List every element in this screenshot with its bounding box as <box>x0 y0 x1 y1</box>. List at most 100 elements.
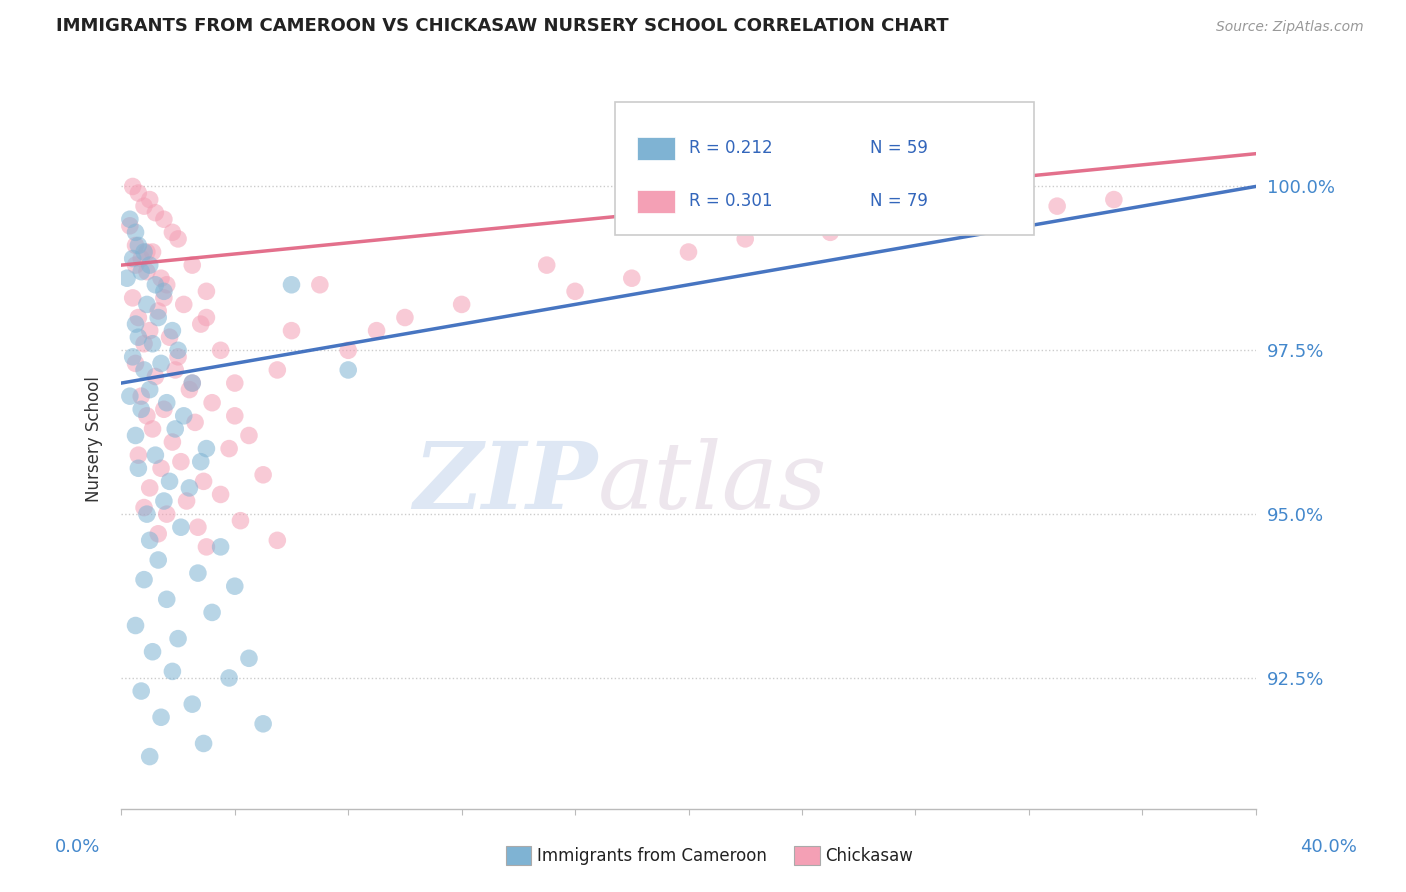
Text: Immigrants from Cameroon: Immigrants from Cameroon <box>537 847 766 865</box>
Point <box>124 225 146 239</box>
Point <box>238 428 260 442</box>
Point <box>181 697 204 711</box>
Point <box>165 363 187 377</box>
Point <box>153 212 176 227</box>
Point <box>132 199 155 213</box>
Text: ZIP: ZIP <box>413 438 598 528</box>
Point <box>218 671 240 685</box>
Point <box>150 356 173 370</box>
Point <box>148 304 170 318</box>
Point <box>170 520 193 534</box>
Text: IMMIGRANTS FROM CAMEROON VS CHICKASAW NURSERY SCHOOL CORRELATION CHART: IMMIGRANTS FROM CAMEROON VS CHICKASAW NU… <box>56 17 949 35</box>
Point <box>620 271 643 285</box>
Point <box>127 238 149 252</box>
Point <box>162 665 184 679</box>
Point <box>195 540 218 554</box>
Point <box>184 416 207 430</box>
Point <box>224 579 246 593</box>
Point <box>162 435 184 450</box>
Point <box>153 291 176 305</box>
FancyBboxPatch shape <box>614 102 1035 235</box>
Point <box>135 265 157 279</box>
Point <box>209 343 232 358</box>
Point <box>162 225 184 239</box>
Point <box>124 618 146 632</box>
Point <box>156 395 179 409</box>
Point <box>129 389 152 403</box>
Point <box>135 507 157 521</box>
Point <box>141 336 163 351</box>
Point <box>176 494 198 508</box>
Point <box>167 632 190 646</box>
Point <box>132 363 155 377</box>
Point <box>153 494 176 508</box>
Point <box>209 487 232 501</box>
Point <box>138 481 160 495</box>
Point <box>124 238 146 252</box>
Text: N = 59: N = 59 <box>870 139 928 158</box>
Point <box>195 442 218 456</box>
Point <box>129 252 152 266</box>
Point <box>159 475 181 489</box>
Bar <box>637 137 675 160</box>
Text: 0.0%: 0.0% <box>55 838 100 855</box>
Text: Chickasaw: Chickasaw <box>825 847 914 865</box>
Point <box>150 710 173 724</box>
Point <box>1046 199 1069 213</box>
Point <box>124 258 146 272</box>
Point <box>135 245 157 260</box>
Point <box>138 749 160 764</box>
Point <box>238 651 260 665</box>
Point <box>159 330 181 344</box>
Point <box>190 455 212 469</box>
Y-axis label: Nursery School: Nursery School <box>86 376 103 501</box>
Text: Source: ZipAtlas.com: Source: ZipAtlas.com <box>1216 21 1364 34</box>
Point <box>337 343 360 358</box>
Point <box>138 258 160 272</box>
Point <box>138 193 160 207</box>
Point <box>153 285 176 299</box>
Point <box>121 252 143 266</box>
Point <box>181 376 204 390</box>
Point <box>181 376 204 390</box>
Point <box>193 736 215 750</box>
Point <box>167 232 190 246</box>
Point <box>190 317 212 331</box>
Point <box>337 363 360 377</box>
Point <box>1102 193 1125 207</box>
Point <box>170 455 193 469</box>
Point <box>820 225 842 239</box>
Point <box>187 566 209 580</box>
Point <box>124 428 146 442</box>
Point <box>127 330 149 344</box>
Point <box>394 310 416 325</box>
Text: R = 0.212: R = 0.212 <box>689 139 772 158</box>
Bar <box>637 190 675 213</box>
Point <box>195 310 218 325</box>
Point <box>173 297 195 311</box>
Point <box>150 461 173 475</box>
Point <box>124 317 146 331</box>
Point <box>145 369 167 384</box>
Point <box>450 297 472 311</box>
Point <box>195 285 218 299</box>
Point <box>132 573 155 587</box>
Point <box>678 245 700 260</box>
Text: 40.0%: 40.0% <box>1301 838 1357 855</box>
Point <box>224 376 246 390</box>
Text: atlas: atlas <box>598 438 827 528</box>
Point <box>960 212 983 227</box>
Point <box>148 310 170 325</box>
Point <box>132 336 155 351</box>
Point <box>148 526 170 541</box>
Point <box>229 514 252 528</box>
Point <box>121 350 143 364</box>
Point <box>145 205 167 219</box>
Point <box>156 592 179 607</box>
Point <box>138 324 160 338</box>
Point <box>209 540 232 554</box>
Point <box>201 606 224 620</box>
Point <box>266 363 288 377</box>
Point <box>135 297 157 311</box>
Point <box>366 324 388 338</box>
